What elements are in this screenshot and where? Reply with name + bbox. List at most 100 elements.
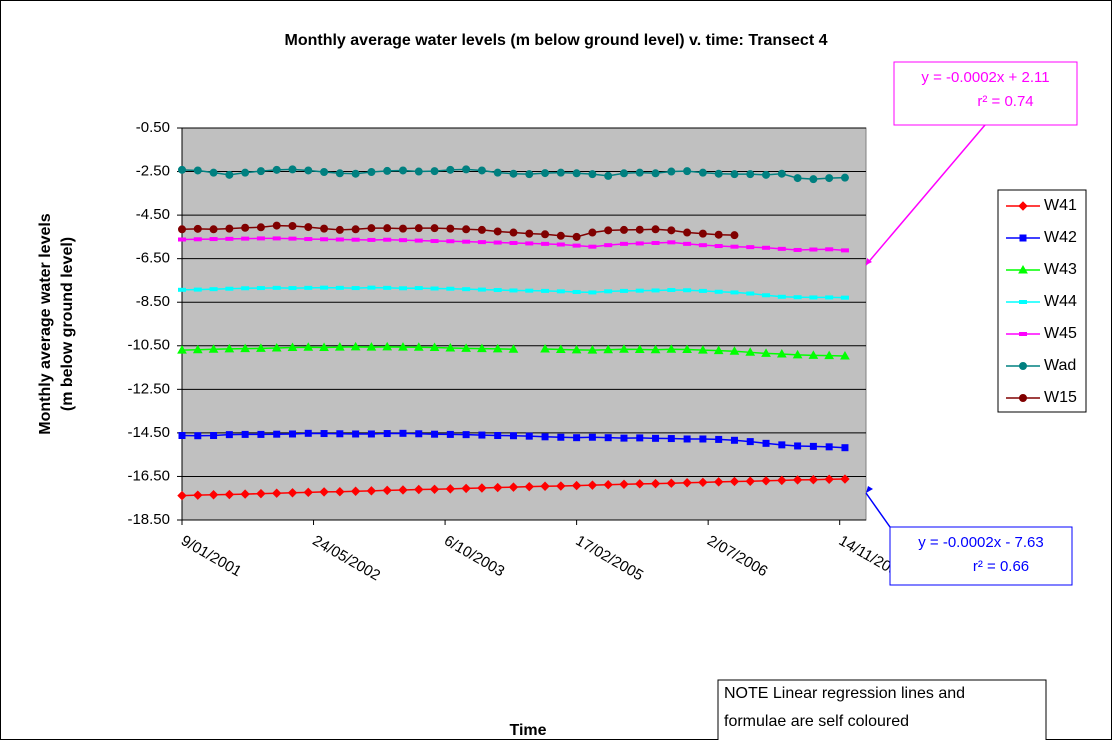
marker: [698, 477, 708, 488]
marker: [383, 285, 392, 290]
marker: [398, 485, 408, 495]
marker: [525, 170, 534, 179]
marker: [587, 480, 598, 490]
note-text: NOTE Linear regression lines and: [724, 685, 965, 702]
marker: [193, 166, 202, 175]
marker: [620, 434, 628, 442]
legend-label: Wad: [1044, 357, 1076, 374]
marker: [525, 288, 534, 293]
marker: [225, 431, 233, 439]
marker: [714, 230, 723, 239]
legend-label: W42: [1044, 229, 1077, 246]
marker: [809, 175, 818, 184]
marker: [619, 169, 628, 178]
y-axis-title-line: (m below ground level): [59, 237, 76, 411]
marker: [366, 342, 377, 351]
marker: [256, 223, 265, 232]
marker: [193, 490, 203, 500]
marker: [336, 430, 344, 438]
marker: [335, 285, 344, 290]
annotation-text: y = -0.0002x - 7.63: [918, 534, 1044, 551]
marker: [398, 286, 407, 291]
marker: [509, 169, 518, 178]
marker: [225, 286, 234, 291]
marker: [493, 168, 502, 177]
marker: [714, 289, 723, 294]
marker: [667, 226, 676, 235]
marker: [777, 246, 786, 251]
marker: [225, 236, 234, 241]
marker: [256, 488, 266, 499]
marker: [698, 288, 707, 293]
marker: [761, 476, 771, 486]
marker: [809, 247, 818, 252]
marker: [541, 241, 550, 246]
marker: [493, 288, 502, 293]
marker: [651, 225, 660, 234]
marker: [446, 286, 455, 291]
marker: [209, 168, 218, 177]
marker: [462, 165, 471, 174]
marker: [1019, 300, 1027, 304]
marker: [635, 241, 644, 246]
legend-label: W45: [1044, 325, 1077, 342]
series: [177, 474, 850, 501]
marker: [556, 242, 565, 247]
marker: [713, 477, 724, 487]
marker: [588, 433, 596, 441]
marker: [840, 351, 850, 360]
y-tick-label: -4.50: [136, 206, 170, 223]
annotation-text: r² = 0.74: [977, 93, 1033, 110]
marker: [776, 349, 787, 358]
marker: [209, 287, 218, 292]
marker: [509, 228, 518, 237]
marker: [603, 344, 614, 354]
series-layer: [177, 165, 850, 501]
marker: [840, 173, 849, 182]
marker: [383, 237, 392, 242]
marker: [650, 344, 661, 354]
marker: [177, 345, 187, 354]
marker: [430, 286, 439, 291]
marker: [320, 430, 328, 438]
marker: [351, 237, 360, 242]
marker: [256, 167, 265, 176]
marker: [288, 286, 297, 291]
marker: [762, 245, 771, 250]
marker: [271, 342, 282, 352]
marker: [652, 434, 660, 442]
marker: [178, 432, 186, 440]
marker: [477, 343, 487, 353]
marker: [445, 342, 456, 352]
marker: [320, 285, 329, 290]
annotation-text: y = -0.0002x + 2.11: [921, 69, 1049, 86]
marker: [210, 432, 218, 440]
marker: [335, 225, 344, 234]
marker: [636, 434, 644, 442]
marker: [635, 225, 644, 234]
marker: [209, 237, 218, 242]
marker: [367, 430, 375, 438]
marker: [683, 241, 692, 246]
marker: [462, 287, 471, 292]
marker: [320, 224, 329, 233]
marker: [746, 245, 755, 250]
marker: [304, 223, 313, 232]
marker: [477, 483, 487, 493]
marker: [430, 167, 439, 176]
marker: [414, 286, 423, 291]
marker: [319, 342, 329, 352]
marker: [730, 244, 739, 249]
marker: [825, 443, 833, 451]
y-axis-title: Monthly average water levels (m below gr…: [37, 213, 76, 435]
marker: [793, 247, 802, 252]
marker: [462, 239, 471, 244]
marker: [698, 345, 708, 354]
marker: [714, 169, 723, 178]
marker: [762, 170, 771, 179]
marker: [825, 247, 834, 252]
marker: [619, 288, 628, 293]
marker: [335, 237, 344, 242]
marker: [730, 170, 739, 179]
marker: [587, 345, 598, 354]
